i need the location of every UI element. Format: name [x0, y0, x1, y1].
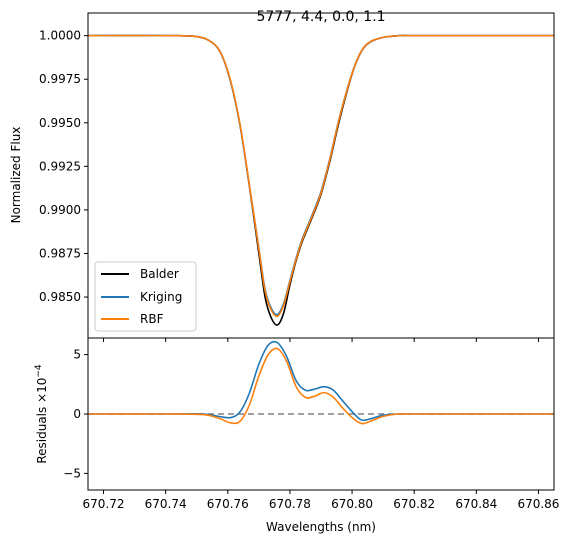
bottom-panel: −5 0 5 670.72 670.74 670.76 670.78 670.80 670.82…	[34, 337, 559, 534]
bottom-panel-frame	[87, 337, 555, 491]
x-tick-label: 670.82	[393, 497, 435, 511]
bottom-y-axis-label: Residuals ×10−4	[34, 364, 49, 464]
residual-series-line-kriging	[87, 340, 554, 422]
bottom-y-axis-label-text: Residuals ×10	[35, 378, 49, 464]
x-tick-label: 670.76	[207, 497, 249, 511]
top-series-line-rbf	[87, 34, 554, 318]
top-y-tick-label: 0.9900	[39, 203, 81, 217]
bottom-y-axis-label-exponent: −4	[34, 364, 44, 378]
legend-box	[94, 261, 197, 332]
x-tick-label: 670.74	[145, 497, 187, 511]
top-y-axis-label: Normalized Flux	[9, 127, 23, 224]
top-panel: 0.9850 0.9875 0.9900 0.9925 0.9950 0.9975 1.00…	[9, 12, 555, 342]
top-y-tick-label: 0.9925	[39, 159, 81, 173]
legend-label-balder: Balder	[140, 267, 179, 281]
legend: Balder Kriging RBF	[94, 261, 197, 332]
bottom-y-tick-label: −5	[63, 466, 81, 480]
top-y-tick-label: 0.9950	[39, 116, 81, 130]
top-y-tick-label: 0.9975	[39, 72, 81, 86]
x-tick-label: 670.84	[455, 497, 497, 511]
chart-title: 5777, 4.4, 0.0, 1.1	[256, 9, 385, 25]
residual-series-line-rbf	[87, 347, 554, 425]
top-y-tick-label: 1.0000	[39, 29, 81, 43]
bottom-y-tick-label: 0	[73, 407, 81, 421]
x-tick-label: 670.78	[269, 497, 311, 511]
x-tick-label: 670.72	[83, 497, 125, 511]
top-y-tick-label: 0.9850	[39, 290, 81, 304]
x-axis-label: Wavelengths (nm)	[266, 520, 376, 534]
x-tick-label: 670.86	[517, 497, 559, 511]
bottom-y-tick-label: 5	[73, 348, 81, 362]
x-tick-label: 670.80	[331, 497, 373, 511]
legend-label-kriging: Kriging	[140, 290, 182, 304]
legend-label-rbf: RBF	[140, 312, 164, 326]
top-y-tick-label: 0.9875	[39, 246, 81, 260]
